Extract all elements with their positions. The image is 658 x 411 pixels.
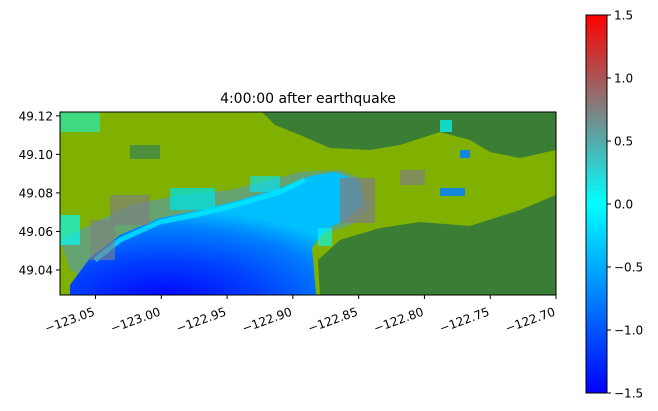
colorbar-tick-label: 1.5 (614, 9, 633, 23)
urban-block (130, 145, 160, 159)
water-patch (440, 120, 452, 132)
x-tick-label: −123.00 (109, 305, 163, 336)
x-tick-label: −122.90 (240, 305, 294, 336)
x-tick-label: −122.80 (372, 305, 426, 336)
x-tick-label: −122.75 (438, 305, 492, 336)
water-patch (440, 188, 465, 196)
colorbar-tick-label: −0.5 (614, 261, 643, 275)
x-tick-label: −123.05 (43, 305, 97, 336)
colorbar: −1.5 −1.0 −0.5 0.0 0.5 1.0 1.5 (585, 9, 643, 401)
colorbar-tick-label: −1.0 (614, 324, 643, 338)
highland-south-east (318, 195, 556, 295)
urban-block (90, 220, 115, 260)
colorbar-tick-label: 1.0 (614, 72, 633, 86)
x-tick-label: −122.70 (503, 305, 557, 336)
colorbar-gradient (586, 15, 607, 393)
highland-north-east (262, 112, 556, 158)
urban-block (60, 112, 100, 132)
water-body (70, 172, 362, 295)
urban-block (170, 188, 215, 210)
colorbar-tick-label: 0.0 (614, 198, 633, 212)
y-tick-label: 49.12 (19, 109, 53, 123)
y-tick-label: 49.04 (19, 263, 53, 277)
water-patch (318, 228, 332, 246)
chart-title: 4:00:00 after earthquake (220, 91, 396, 107)
urban-block (400, 170, 425, 185)
y-tick-label: 49.06 (19, 225, 53, 239)
urban-block (110, 195, 150, 225)
colorbar-ticks: −1.5 −1.0 −0.5 0.0 0.5 1.0 1.5 (607, 9, 643, 401)
urban-block (340, 178, 375, 223)
colorbar-tick-label: −1.5 (614, 387, 643, 401)
urban-block (60, 215, 80, 245)
urban-block (250, 176, 280, 192)
x-axis: −123.05 −123.00 −122.95 −122.90 −122.85 −122.… (43, 295, 557, 336)
water-patch (460, 150, 470, 158)
y-tick-label: 49.08 (19, 186, 53, 200)
plot-frame (59, 111, 557, 296)
colorbar-tick-label: 0.5 (614, 135, 633, 149)
y-axis: 49.04 49.06 49.08 49.10 49.12 (19, 109, 60, 277)
x-tick-label: −122.95 (174, 305, 228, 336)
map-image (60, 112, 556, 295)
y-tick-label: 49.10 (19, 148, 53, 162)
x-tick-label: −122.85 (306, 305, 360, 336)
